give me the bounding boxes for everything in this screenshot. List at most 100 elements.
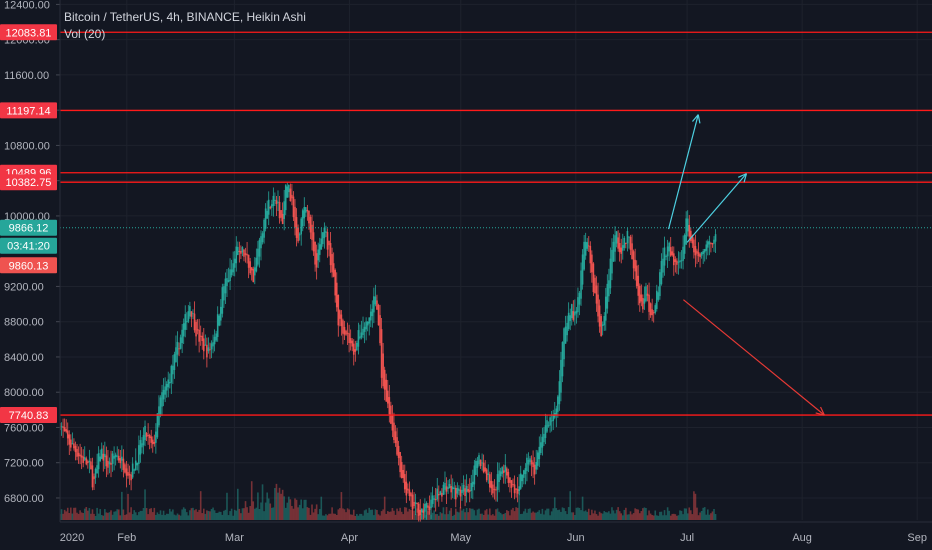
candle-body bbox=[625, 242, 627, 244]
volume-bar bbox=[437, 515, 440, 520]
x-tick-label: May bbox=[450, 532, 471, 544]
candle-body bbox=[306, 209, 309, 212]
chart-legend: Bitcoin / TetherUS, 4h, BINANCE, Heikin … bbox=[64, 9, 306, 43]
candle-body bbox=[649, 303, 652, 316]
price-axis[interactable]: 12400.0012000.0011600.0011200.0010800.00… bbox=[0, 0, 61, 550]
volume-bar bbox=[450, 508, 452, 520]
candle-body bbox=[190, 311, 193, 317]
volume-bar bbox=[604, 512, 607, 520]
y-tick-label: 11600.00 bbox=[4, 70, 49, 82]
volume-bar bbox=[451, 515, 454, 520]
volume-bar bbox=[277, 492, 279, 520]
candle-body bbox=[185, 321, 188, 323]
candle-body bbox=[652, 312, 655, 314]
candle-body bbox=[394, 431, 397, 443]
candle-body bbox=[201, 335, 204, 342]
candle-body bbox=[540, 442, 542, 453]
y-tick-label: 9200.00 bbox=[4, 281, 44, 293]
price-badge-label: 12083.81 bbox=[6, 27, 52, 39]
volume-bar bbox=[187, 515, 190, 520]
candle-body bbox=[595, 285, 598, 304]
x-tick-label: Feb bbox=[117, 532, 136, 544]
candle-body bbox=[274, 199, 276, 201]
volume-bar bbox=[229, 511, 231, 520]
volume-bar bbox=[269, 503, 272, 520]
candle-body bbox=[663, 247, 666, 266]
candle-body bbox=[227, 280, 230, 283]
volume-bar bbox=[473, 510, 476, 520]
volume-bar bbox=[90, 513, 92, 520]
volume-bar bbox=[60, 509, 63, 520]
candle-body bbox=[85, 458, 88, 465]
candle-body bbox=[662, 258, 664, 273]
y-tick-label: 12400.00 bbox=[4, 0, 50, 11]
candle-body bbox=[263, 219, 265, 238]
price-badges: 12083.8111197.1410489.9610382.757740.839… bbox=[0, 24, 57, 424]
candle-body bbox=[309, 216, 312, 233]
volume-bar bbox=[507, 511, 510, 520]
volume-bar bbox=[578, 507, 581, 520]
candle-body bbox=[713, 239, 715, 244]
volume-bar bbox=[394, 514, 397, 520]
volume-bar bbox=[523, 511, 525, 520]
time-axis[interactable]: 2020 Feb Mar Apr May Jun Jul Aug Sep bbox=[60, 521, 932, 550]
candle-body bbox=[441, 493, 443, 497]
volume-bar bbox=[637, 509, 640, 520]
candle-body bbox=[589, 245, 592, 264]
volume-bar bbox=[677, 515, 680, 520]
volume-indicator-label[interactable]: Vol (20) bbox=[64, 27, 106, 41]
volume-bar bbox=[199, 491, 202, 520]
volume-bar bbox=[168, 508, 171, 520]
candle-body bbox=[379, 315, 381, 344]
arrow-head bbox=[815, 412, 825, 416]
volume-bar bbox=[594, 510, 596, 520]
candle-body bbox=[519, 473, 522, 489]
volume-bar bbox=[431, 512, 434, 520]
candle-body bbox=[547, 425, 550, 427]
volume-bar bbox=[260, 502, 262, 520]
candle-body bbox=[410, 492, 412, 497]
candle-body bbox=[557, 396, 559, 412]
symbol-title[interactable]: Bitcoin / TetherUS, 4h, BINANCE, Heikin … bbox=[64, 10, 306, 24]
candle-body bbox=[451, 486, 454, 490]
x-tick-label: Sep bbox=[907, 532, 927, 544]
volume-bar bbox=[226, 492, 228, 520]
candle-body bbox=[119, 458, 122, 464]
volume-bar bbox=[524, 508, 527, 520]
candle-body bbox=[524, 468, 527, 475]
drawing-arrows[interactable] bbox=[667, 114, 825, 416]
candle-body bbox=[578, 292, 581, 305]
candle-body bbox=[574, 311, 576, 316]
arrow-head bbox=[692, 114, 699, 122]
volume-bar bbox=[83, 508, 86, 520]
volume-bar bbox=[198, 509, 200, 520]
volume-bar bbox=[383, 496, 386, 520]
volume-bar bbox=[356, 513, 358, 520]
volume-bar bbox=[669, 515, 672, 520]
candle-body bbox=[455, 487, 457, 500]
volume-bar bbox=[467, 512, 469, 520]
volume-bar bbox=[567, 507, 570, 520]
candle-body bbox=[260, 236, 262, 249]
volume-bar bbox=[94, 515, 97, 520]
candle-body bbox=[638, 285, 641, 304]
volume-bar bbox=[258, 508, 261, 520]
level-lines[interactable] bbox=[60, 31, 932, 416]
candle-body bbox=[481, 462, 483, 464]
volume-bar bbox=[297, 507, 299, 520]
volume-bar bbox=[591, 509, 593, 520]
volume-bar bbox=[547, 508, 550, 520]
candle-body bbox=[626, 231, 629, 244]
candle-body bbox=[121, 456, 123, 461]
candle-body bbox=[365, 321, 367, 330]
candle-body bbox=[707, 241, 709, 248]
price-badge bbox=[0, 102, 57, 119]
candle-body bbox=[235, 246, 238, 264]
volume-bar bbox=[116, 509, 119, 520]
volume-bar bbox=[371, 509, 374, 520]
volume-bar bbox=[569, 491, 572, 520]
candle-body bbox=[461, 489, 463, 494]
volume-bar bbox=[407, 511, 409, 520]
